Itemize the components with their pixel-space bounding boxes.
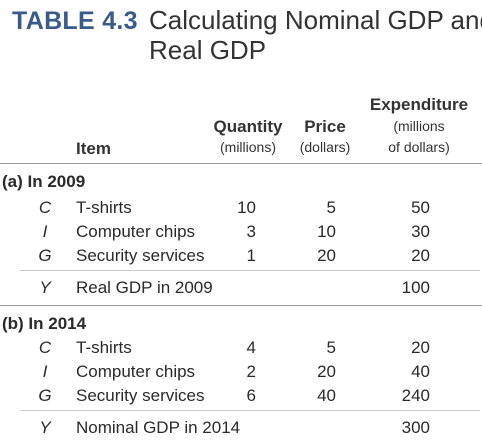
header-price: Price: [304, 117, 346, 136]
row-item: Nominal GDP in 2014: [76, 418, 241, 437]
row-price: 20: [317, 362, 336, 381]
section-rule: [0, 305, 482, 306]
row-item: Computer chips: [76, 222, 196, 241]
row-expenditure: 240: [401, 386, 430, 405]
row-symbol: C: [38, 338, 52, 357]
row-symbol: Y: [39, 278, 51, 297]
header-price-unit: (dollars): [299, 139, 351, 155]
table-number: TABLE 4.3: [12, 7, 138, 35]
table-title-line1: Calculating Nominal GDP and: [149, 5, 482, 35]
row-price: 20: [317, 246, 336, 265]
row-symbol: Y: [39, 418, 51, 437]
row-symbol: G: [38, 386, 52, 405]
row-symbol: C: [38, 198, 52, 217]
row-expenditure: 20: [411, 246, 430, 265]
row-item: Security services: [76, 386, 205, 405]
row-item: Security services: [76, 246, 205, 265]
row-price: 40: [317, 386, 336, 405]
row-price: 5: [326, 338, 336, 357]
total-rule-2014: [20, 410, 480, 411]
row-expenditure: 300: [401, 418, 430, 437]
total-rule-2009: [20, 270, 480, 271]
row-item: T-shirts: [76, 338, 132, 357]
row-symbol: G: [38, 246, 52, 265]
row-quantity: 2: [246, 362, 256, 381]
row-item: Real GDP in 2009: [76, 278, 213, 297]
row-expenditure: 100: [401, 278, 430, 297]
header-expenditure: Expenditure: [369, 95, 469, 114]
header-expenditure-unit2: of dollars): [388, 139, 450, 155]
row-quantity: 4: [246, 338, 256, 357]
row-symbol: I: [42, 222, 48, 241]
row-quantity: 1: [246, 246, 256, 265]
header-quantity-unit: (millions): [220, 139, 276, 155]
row-expenditure: 20: [411, 338, 430, 357]
header-quantity: Quantity: [213, 117, 283, 136]
header-item: Item: [76, 139, 111, 158]
row-quantity: 3: [246, 222, 256, 241]
row-price: 5: [326, 198, 336, 217]
row-expenditure: 50: [411, 198, 430, 217]
row-expenditure: 40: [411, 362, 430, 381]
row-price: 10: [317, 222, 336, 241]
row-item: Computer chips: [76, 362, 196, 381]
row-quantity: 6: [246, 386, 256, 405]
header-expenditure-unit1: (millions: [393, 118, 445, 134]
table-title-line2: Real GDP: [149, 35, 267, 65]
section-label: (b) In 2014: [2, 314, 87, 333]
header-rule: [0, 163, 482, 164]
row-quantity: 10: [237, 198, 256, 217]
row-item: T-shirts: [76, 198, 132, 217]
row-symbol: I: [42, 362, 48, 381]
row-expenditure: 30: [411, 222, 430, 241]
section-label: (a) In 2009: [2, 172, 86, 191]
